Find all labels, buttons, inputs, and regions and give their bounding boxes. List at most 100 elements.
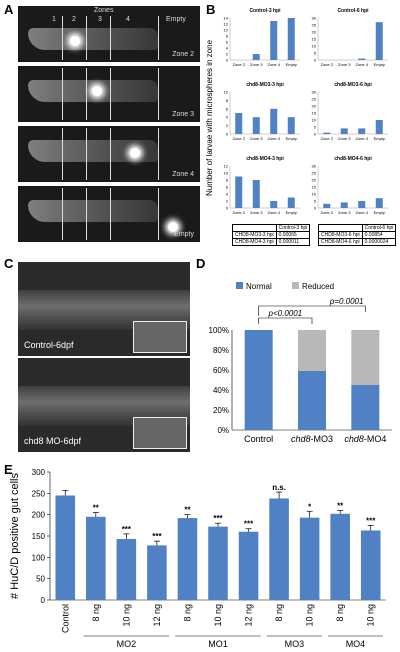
bar (270, 201, 278, 208)
zone-number-4: 4 (126, 16, 130, 23)
y-tick-label: 0 (314, 58, 317, 63)
x-tick-label: Zone 3 (338, 210, 351, 215)
x-tick-label: 12 ng (152, 604, 162, 627)
microscopy-chd8-mo: chd8 MO-6dpf (18, 358, 190, 452)
y-tick-label: 150 (32, 532, 46, 541)
y-tick-label: 4 (226, 192, 229, 197)
significance-marker: ** (184, 506, 191, 515)
y-tick-label: 100 (32, 553, 46, 562)
bar-normal (244, 330, 273, 430)
zone-caption-4: Empty (174, 231, 194, 238)
panel-label-b: B (206, 2, 216, 17)
table-header: Control-3 hpi (275, 224, 311, 232)
y-axis-label: # HuC/D positive gut cells (9, 473, 21, 599)
y-tick-label: 0 (314, 132, 317, 137)
y-tick-label: 10 (224, 90, 229, 95)
zones-title: Zones (94, 7, 114, 14)
group-label: MO4 (346, 639, 366, 649)
table-cell: 0.000011 (275, 238, 311, 246)
bar-normal (351, 385, 380, 430)
y-tick-label: 20 (312, 30, 317, 35)
zone-caption-1: Zone 2 (172, 51, 194, 58)
y-tick-label: 60% (213, 366, 229, 375)
x-tick-label: Zone 2 (321, 210, 334, 215)
y-tick-label: 12 (224, 22, 229, 27)
legend-swatch-reduced (292, 282, 299, 289)
zebrafish-image-zone3: Zone 3 (18, 66, 200, 122)
legend-label-reduced: Reduced (302, 282, 334, 291)
legend-label-normal: Normal (246, 282, 272, 291)
y-tick-label: 2 (226, 52, 229, 57)
zone-number-2: 2 (72, 16, 76, 23)
bar (330, 513, 350, 600)
x-tick-label: Zone 2 (233, 136, 246, 141)
x-tick-label: Zone 4 (356, 136, 369, 141)
x-tick-label: 8 ng (335, 604, 345, 622)
bar (340, 128, 348, 134)
y-tick-label: 200 (32, 511, 46, 520)
x-tick-label: Empty (286, 210, 297, 215)
bar (287, 18, 295, 60)
group-label: MO1 (208, 639, 228, 649)
y-tick-label: 5 (314, 199, 317, 204)
x-tick-label: chd8-MO3 (291, 434, 333, 444)
table-cell: 0.00065 (275, 231, 311, 239)
significance-marker: n.s. (272, 483, 286, 492)
panel-label-e: E (4, 462, 13, 477)
x-tick-label: 8 ng (91, 604, 101, 622)
bar (252, 117, 260, 134)
x-tick-label: 10 ng (305, 604, 315, 627)
bar (86, 516, 106, 600)
group-label: MO3 (285, 639, 305, 649)
y-tick-label: 25 (312, 97, 317, 102)
bar (358, 58, 366, 60)
x-tick-label: Empty (374, 62, 385, 67)
table-cell: 0.0000024 (361, 238, 397, 246)
bar (269, 498, 289, 600)
y-tick-label: 30 (312, 90, 317, 95)
y-tick-label: 2 (226, 199, 229, 204)
microscopy-caption-chd8: chd8 MO-6dpf (24, 436, 82, 446)
bar (55, 495, 76, 600)
y-tick-label: 0 (226, 206, 229, 211)
zebrafish-image-zone2: Zones 1 2 3 4 Empty Zone 2 (18, 6, 200, 62)
bar (287, 117, 295, 134)
group-label: MO2 (117, 639, 137, 649)
y-tick-label: 0 (226, 58, 229, 63)
x-tick-label: Zone 2 (321, 62, 334, 67)
y-tick-label: 15 (312, 37, 317, 42)
bar (270, 108, 278, 134)
y-tick-label: 20% (213, 406, 229, 415)
table-cell: CHD8-MO3-6 hpi (318, 231, 363, 239)
x-tick-label: Zone 2 (233, 210, 246, 215)
y-tick-label: 0% (217, 426, 229, 435)
y-tick-label: 6 (226, 40, 229, 45)
x-tick-label: Zone 4 (268, 210, 281, 215)
x-tick-label: Zone 4 (268, 62, 281, 67)
y-tick-label: 0 (226, 132, 229, 137)
zebrafish-image-zone4: Zone 4 (18, 126, 200, 182)
table-cell: CHD8-MO4-3 hpi (232, 238, 277, 246)
panel-label-d: D (196, 256, 206, 271)
bar (299, 517, 320, 600)
y-tick-label: 10 (312, 192, 317, 197)
x-tick-label: 8 ng (274, 604, 284, 622)
bar-normal (298, 371, 326, 430)
pvalue-table-right: Control-6 hpi CHD8-MO3-6 hpi 0.00854 CHD8… (318, 224, 397, 246)
y-tick-label: 50 (36, 575, 45, 584)
bar (323, 203, 331, 208)
x-tick-label: Control (244, 434, 273, 444)
zone-caption-2: Zone 3 (172, 111, 194, 118)
legend-swatch-normal (236, 282, 243, 289)
significance-marker: *** (152, 532, 162, 541)
y-tick-label: 12 (224, 164, 229, 169)
chart-title: chd8-MO4-3 hpi (246, 156, 284, 162)
y-tick-label: 14 (224, 16, 229, 21)
x-tick-label: 10 ng (121, 604, 131, 627)
significance-marker: *** (244, 520, 254, 529)
y-tick-label: 8 (226, 178, 229, 183)
table-cell: CHD8-MO3-3 hpi (232, 231, 277, 239)
y-tick-label: 5 (314, 125, 317, 130)
x-tick-label: Zone 3 (250, 62, 263, 67)
y-tick-label: 0 (41, 596, 46, 605)
